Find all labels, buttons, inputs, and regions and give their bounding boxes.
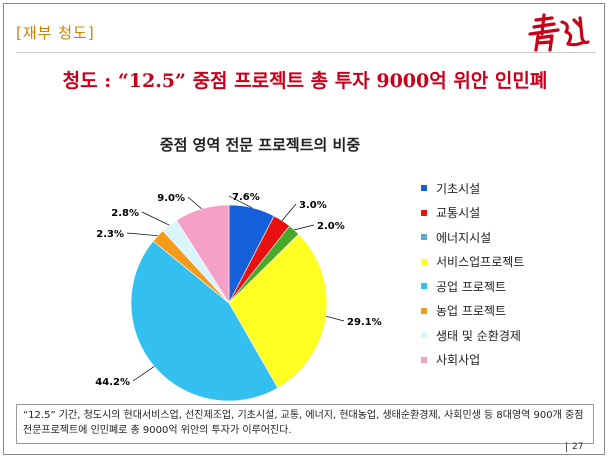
data-label-4: 29.1% — [347, 317, 382, 328]
legend-item-6: 농업 프로젝트 — [421, 299, 524, 324]
legend-label: 농업 프로젝트 — [436, 304, 507, 319]
legend-item-8: 사회사업 — [421, 348, 524, 373]
footnote: “12.5” 기간, 청도시의 현대서비스업, 선진제조업, 기초시설, 교통,… — [16, 404, 594, 444]
legend-label: 생태 및 순환경제 — [436, 328, 521, 343]
data-label-7: 2.8% — [111, 208, 139, 219]
data-label-5: 44.2% — [95, 377, 130, 388]
legend-label: 기초시설 — [436, 181, 481, 196]
pie-slice-8 — [176, 204, 230, 305]
legend-label: 교통시설 — [436, 206, 481, 221]
leader-line-4 — [326, 315, 345, 322]
leader-line-6 — [126, 232, 158, 237]
data-label-2: 3.0% — [299, 200, 327, 211]
legend-item-3: 에너지시설 — [421, 225, 524, 250]
section-tag: [재부 청도] — [16, 24, 95, 42]
legend-swatch — [421, 234, 427, 241]
legend-swatch — [421, 185, 427, 192]
legend-swatch — [421, 258, 427, 265]
legend-swatch — [421, 283, 427, 290]
pie-slice-4 — [228, 233, 328, 389]
legend-label: 에너지시설 — [436, 230, 492, 245]
legend-item-1: 기초시설 — [421, 176, 524, 201]
leader-line-1 — [228, 195, 253, 209]
leader-line-8 — [187, 196, 202, 210]
legend-label: 사회사업 — [436, 353, 481, 368]
legend-label: 서비스업프로젝트 — [436, 255, 525, 270]
page-number: 27 — [566, 442, 583, 452]
data-label-6: 2.3% — [96, 229, 124, 240]
legend-item-4: 서비스업프로젝트 — [421, 250, 524, 275]
legend-swatch — [421, 209, 427, 216]
legend-swatch — [421, 356, 427, 363]
legend-item-7: 생태 및 순환경제 — [421, 323, 524, 348]
data-label-8: 9.0% — [157, 193, 185, 204]
qingdao-logo — [528, 13, 590, 52]
legend-item-2: 교통시설 — [421, 201, 524, 226]
leader-line-5 — [132, 366, 155, 382]
legend-label: 공업 프로젝트 — [436, 279, 507, 294]
leader-line-2 — [281, 203, 297, 221]
legend-item-5: 공업 프로젝트 — [421, 274, 524, 299]
chart-title: 중점 영역 전문 프로젝트의 비중 — [159, 136, 361, 154]
data-label-1: 7.6% — [232, 192, 260, 203]
legend-swatch — [421, 307, 427, 314]
leader-line-7 — [141, 211, 170, 226]
data-label-3: 2.0% — [317, 221, 345, 232]
legend-swatch — [421, 332, 427, 339]
header-divider — [16, 52, 596, 53]
slide-title: 청도 : “12.5” 중점 프로젝트 총 투자 9000억 위안 인민폐 — [62, 70, 548, 92]
slide-frame — [3, 3, 605, 455]
pie-slice-5 — [130, 240, 279, 402]
leader-line-3 — [294, 224, 315, 231]
